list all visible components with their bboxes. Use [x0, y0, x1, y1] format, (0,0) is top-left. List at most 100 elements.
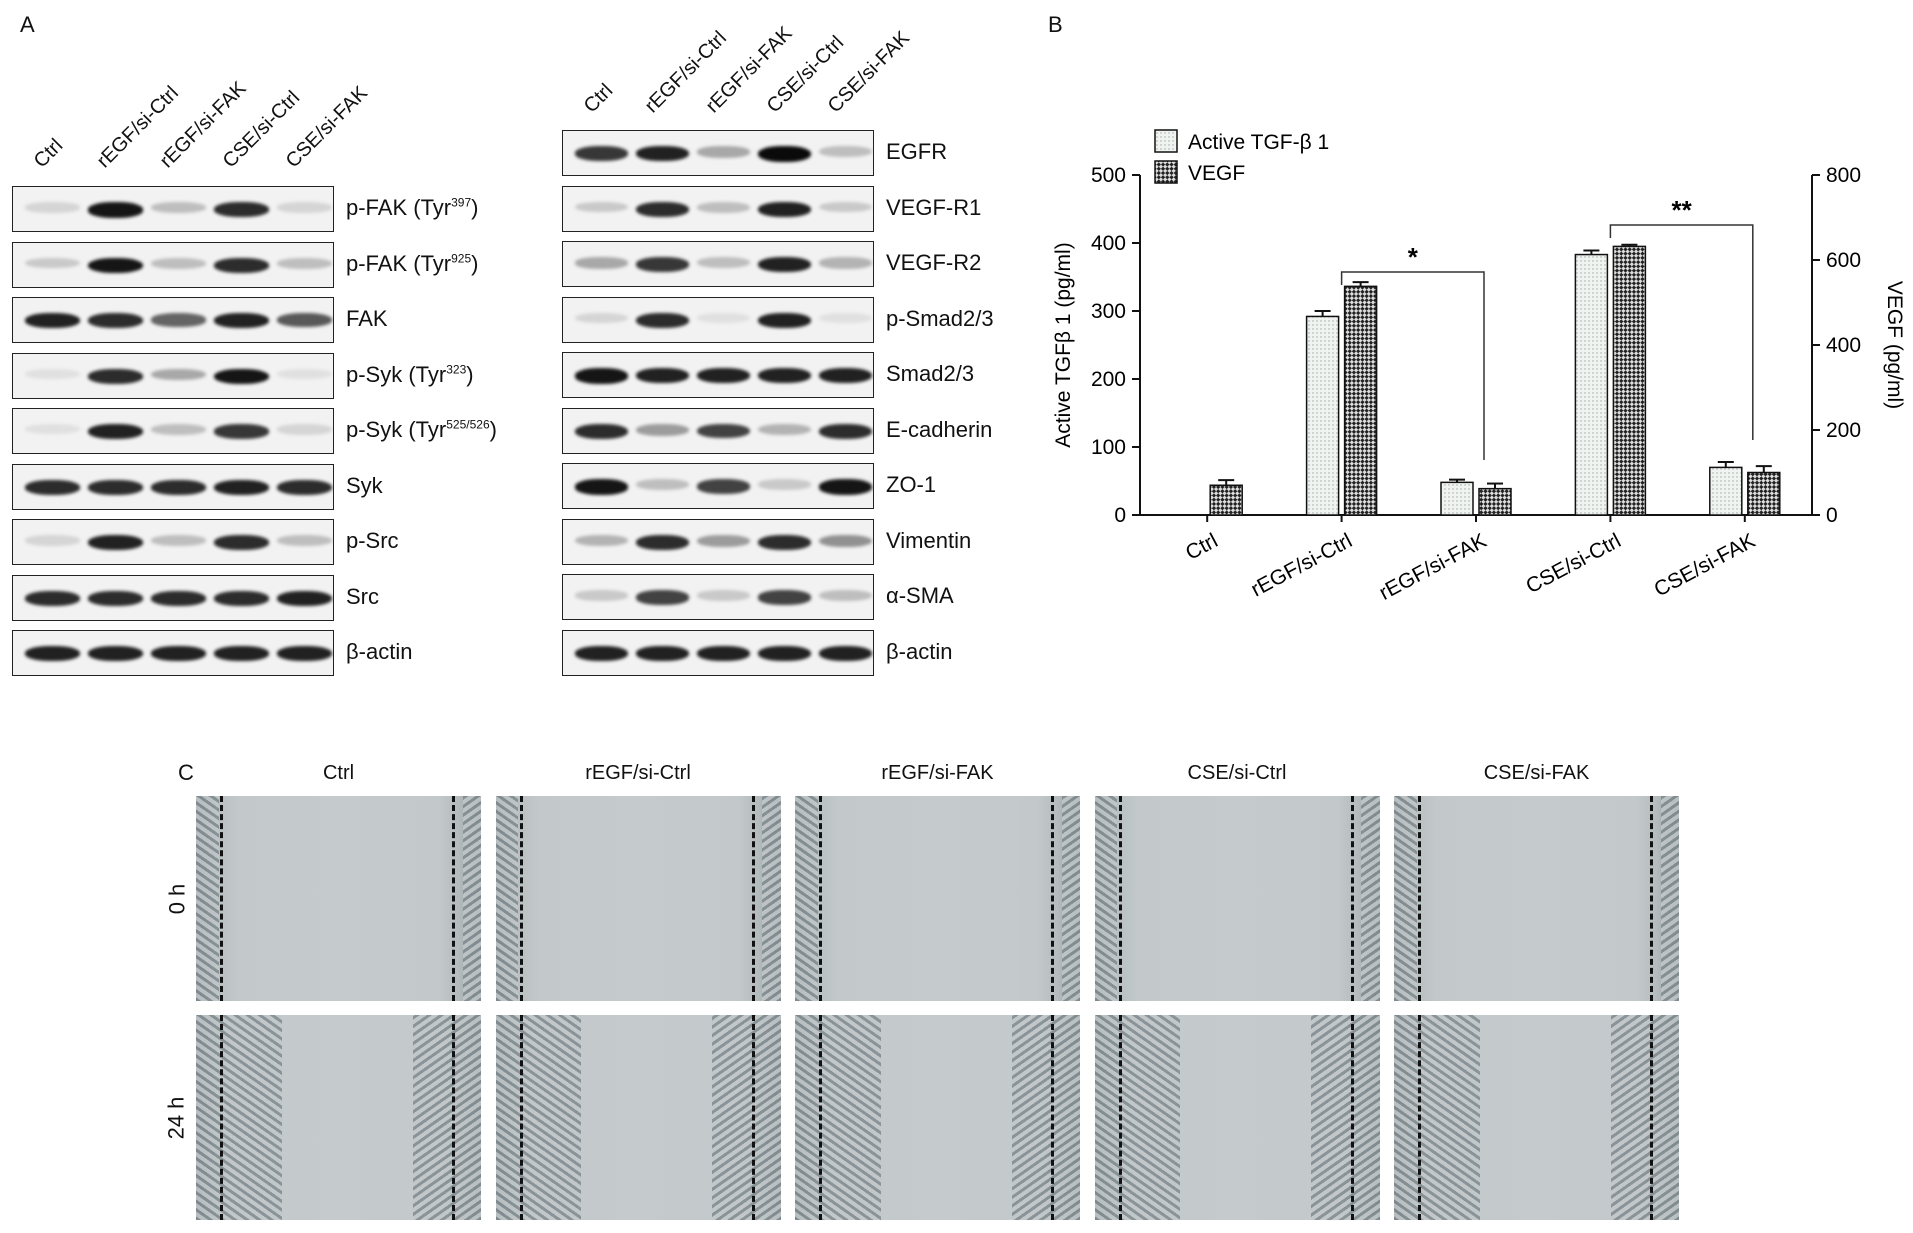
- wound-edge-line: [819, 796, 822, 1001]
- bar: [1440, 481, 1474, 516]
- blot-band: [277, 535, 332, 547]
- blot-band: [151, 202, 206, 214]
- wound-image: [1394, 1015, 1679, 1220]
- time-label: 0 h: [164, 883, 190, 915]
- y-tick-label-left: 100: [1091, 436, 1126, 459]
- y-tick-label-left: 400: [1091, 232, 1126, 255]
- wound-image: [495, 796, 781, 1001]
- blot-band: [25, 535, 80, 546]
- blot-label: FAK: [346, 306, 388, 332]
- wound-edge-line: [1350, 1015, 1354, 1220]
- blot-band: [25, 590, 80, 606]
- wound-image: [1094, 1015, 1380, 1220]
- blot-band: [277, 257, 332, 269]
- blot-band: [575, 368, 628, 384]
- blot-label-tail: ): [489, 417, 497, 442]
- blot-band: [819, 201, 872, 213]
- x-tick-label: rEGF/si-Ctrl: [1247, 529, 1356, 601]
- blot-band: [151, 313, 206, 327]
- blot-band: [25, 202, 80, 213]
- blot-label-tail: ): [471, 195, 479, 220]
- cell-layer-right: [412, 1015, 481, 1220]
- blot-band: [636, 423, 689, 436]
- blot-band: [88, 368, 143, 384]
- panel-letter-a: A: [20, 12, 35, 37]
- blot-row: [562, 241, 874, 287]
- blot-row: [562, 130, 874, 176]
- y-tick-label-left: 200: [1091, 368, 1126, 391]
- blot-label: p-Syk (Tyr525/526): [346, 417, 497, 443]
- lane-label: Ctrl: [579, 79, 618, 118]
- y-tick-label-right: 800: [1826, 164, 1861, 187]
- wound-edge-line: [1118, 796, 1122, 1001]
- x-tick-label: CSE/si-FAK: [1650, 529, 1759, 601]
- wound-edge-line: [1650, 796, 1653, 1001]
- wound-condition-label: CSE/si-FAK: [1483, 762, 1590, 784]
- blot-band: [25, 313, 80, 329]
- blot-label: p-FAK (Tyr925): [346, 251, 478, 277]
- blot-label-text: p-FAK (Tyr: [346, 250, 452, 276]
- blot-row: [12, 630, 334, 676]
- blot-label-text: Syk: [346, 472, 383, 498]
- blot-label-text: Vimentin: [886, 527, 972, 553]
- blot-label: VEGF-R2: [886, 250, 981, 276]
- wound-edge-line: [519, 796, 523, 1001]
- wound-edge-line: [1350, 796, 1354, 1001]
- cell-layer-left: [1094, 796, 1118, 1001]
- blot-band: [25, 424, 80, 435]
- blot-band: [25, 368, 80, 379]
- bar: [1709, 466, 1743, 516]
- blot-label-text: Smad2/3: [886, 361, 975, 386]
- blot-label-text: p-FAK (Tyr: [346, 195, 452, 220]
- wound-image: [795, 1015, 1080, 1220]
- blot-band: [25, 646, 80, 662]
- blot-label-text: ZO-1: [886, 472, 937, 497]
- blot-row: [562, 185, 874, 232]
- wound-edge-line: [751, 1015, 755, 1220]
- wound-edge-line: [220, 1015, 223, 1220]
- blot-band: [758, 645, 811, 661]
- blot-label-text: E-cadherin: [886, 416, 993, 442]
- blot-band: [819, 479, 872, 495]
- blot-band: [214, 202, 269, 218]
- wound-edge-line: [1650, 1015, 1653, 1220]
- cell-layer-right: [762, 796, 781, 1001]
- y-tick-label-left: 500: [1091, 164, 1126, 187]
- time-label: 24 h: [163, 1096, 189, 1140]
- blot-band: [88, 202, 143, 218]
- blot-band: [277, 202, 332, 213]
- cell-layer-right: [1610, 1015, 1679, 1220]
- legend-label: VEGF: [1188, 162, 1245, 185]
- blot-label-text: p-Syk (Tyr: [346, 417, 447, 442]
- blot-band: [88, 313, 143, 329]
- blot-band: [575, 146, 628, 161]
- bar-chart: 0 100 200 300 400 500 0 200 400 600 800 Active TGFβ…: [1052, 129, 1906, 605]
- blot-band: [697, 534, 750, 547]
- blot-band: [758, 312, 811, 328]
- cell-layer-left: [495, 796, 519, 1001]
- blot-band: [277, 368, 332, 379]
- wound-condition-label: Ctrl: [322, 762, 355, 784]
- blot-band: [636, 312, 689, 328]
- blot-band: [819, 146, 872, 158]
- wound-image: [1394, 796, 1679, 1001]
- blot-band: [151, 257, 206, 269]
- x-tick-label: Ctrl: [1182, 529, 1222, 565]
- wound-edge-line: [1418, 1015, 1421, 1220]
- blot-row: [12, 186, 334, 232]
- panel-letter-b: B: [1048, 12, 1063, 37]
- significance-bracket: [1609, 224, 1754, 440]
- bar: [1478, 487, 1512, 516]
- wound-image: [196, 796, 481, 1001]
- blot-band: [697, 645, 750, 661]
- blot-label-tail: ): [466, 361, 474, 387]
- blot-band: [214, 257, 269, 273]
- blot-band: [575, 423, 628, 439]
- blot-row: [562, 352, 874, 398]
- wound-image: [1094, 796, 1380, 1001]
- blot-label-text: p-Syk (Tyr: [346, 361, 447, 387]
- x-tick-label: CSE/si-Ctrl: [1522, 529, 1624, 598]
- blot-label-text: p-Smad2/3: [886, 305, 994, 331]
- blot-label-text: FAK: [346, 306, 388, 331]
- blot-band: [277, 646, 332, 662]
